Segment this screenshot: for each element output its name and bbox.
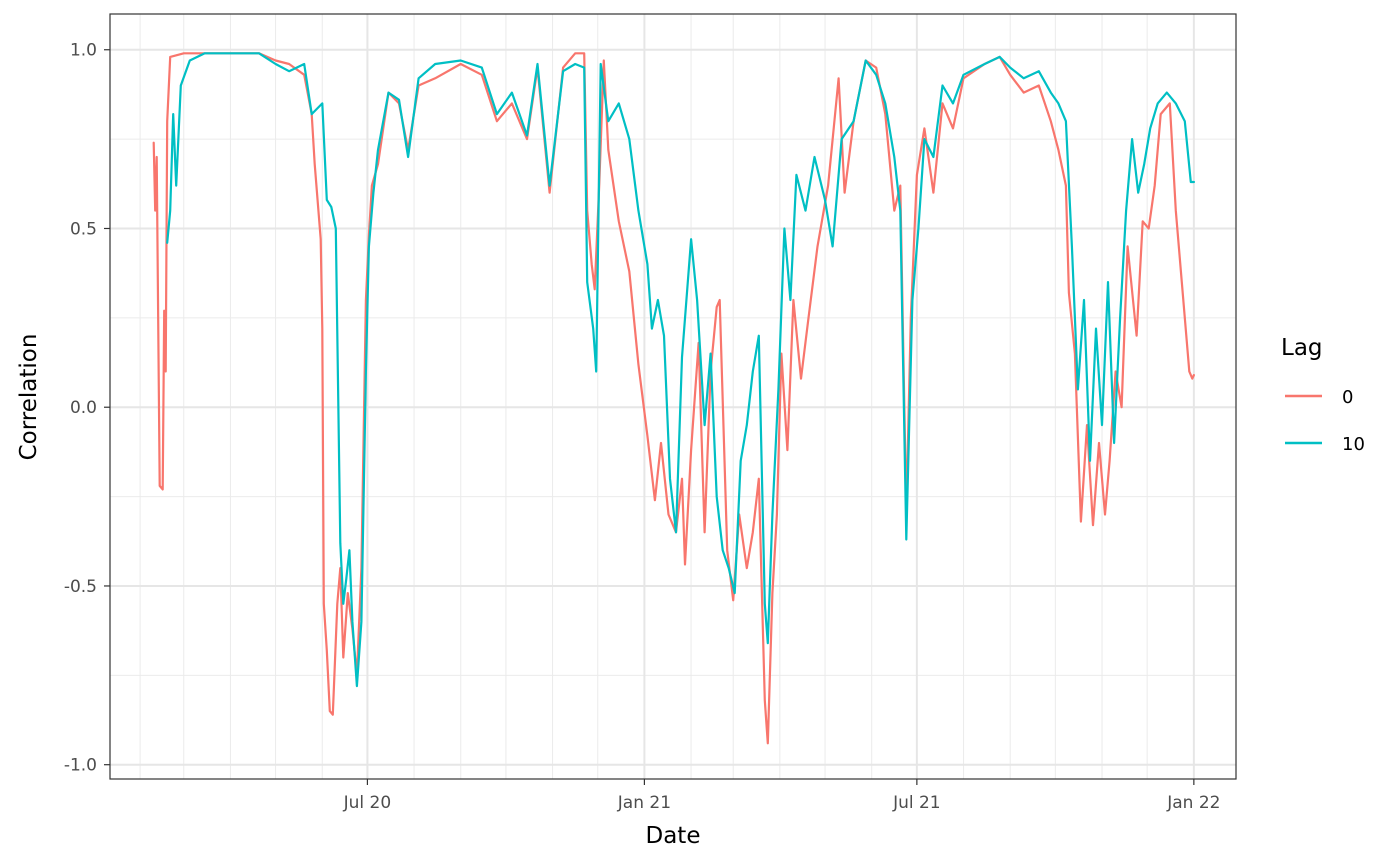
legend-label-lag-10: 10 (1342, 434, 1365, 455)
y-tick-label: 0.0 (70, 398, 97, 418)
legend-title: Lag (1281, 335, 1323, 361)
x-tick-label: Jan 22 (1166, 793, 1220, 813)
legend-label-lag-0: 0 (1342, 387, 1353, 408)
series-layer (152, 52, 1195, 745)
legend: Lag 0 10 (1281, 335, 1365, 455)
legend-items: 0 10 (1285, 387, 1365, 455)
panel-border (109, 13, 1237, 780)
y-tick-label: -1.0 (64, 756, 97, 776)
x-axis-title: Date (646, 823, 701, 849)
y-tick-label: -0.5 (64, 577, 97, 597)
major-gridlines (110, 14, 1236, 779)
series-line-lag-0 (152, 52, 1195, 745)
x-axis: Jul 20 Jan 21 Jul 21 Jan 22 (343, 779, 1220, 813)
y-tick-label: 1.0 (70, 41, 97, 61)
x-tick-label: Jul 20 (343, 793, 392, 813)
x-tick-label: Jul 21 (892, 793, 941, 813)
x-tick-label: Jan 21 (617, 793, 671, 813)
series-line-lag-10 (166, 52, 1195, 688)
y-tick-label: 0.5 (70, 219, 97, 239)
y-axis-title: Correlation (16, 334, 42, 461)
y-axis: -1.0 -0.5 0.0 0.5 1.0 (64, 41, 110, 776)
